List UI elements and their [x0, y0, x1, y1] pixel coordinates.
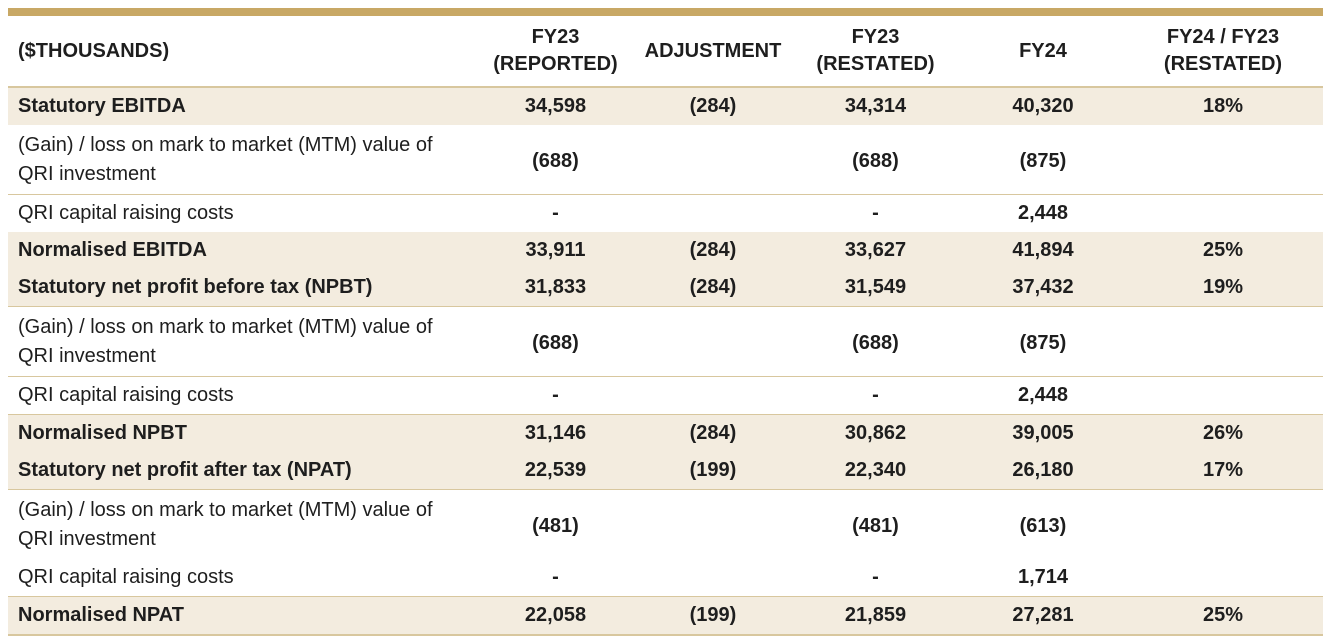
cell-fy24: 1,714 [963, 559, 1123, 597]
cell-change: 18% [1123, 87, 1323, 125]
cell-fy24: 39,005 [963, 414, 1123, 452]
table-row: QRI capital raising costs - - 1,714 [8, 559, 1323, 597]
row-label: QRI capital raising costs [8, 376, 473, 415]
table-row: Statutory EBITDA 34,598 (284) 34,314 40,… [8, 87, 1323, 125]
cell-change: 17% [1123, 452, 1323, 490]
cell-change: 19% [1123, 269, 1323, 307]
cell-change [1123, 195, 1323, 233]
header-fy23-reported: FY23 (REPORTED) [473, 16, 638, 88]
cell-fy23-restated: 33,627 [788, 232, 963, 269]
cell-fy24: 27,281 [963, 596, 1123, 636]
cell-change [1123, 306, 1323, 377]
cell-fy23-reported: (688) [473, 125, 638, 195]
cell-fy24: 2,448 [963, 376, 1123, 415]
row-label: Normalised EBITDA [8, 232, 473, 269]
table-row: Normalised EBITDA 33,911 (284) 33,627 41… [8, 232, 1323, 269]
row-label: QRI capital raising costs [8, 559, 473, 597]
row-label: Statutory net profit after tax (NPAT) [8, 452, 473, 490]
cell-fy23-restated: 21,859 [788, 596, 963, 636]
row-label: (Gain) / loss on mark to market (MTM) va… [8, 306, 473, 377]
cell-fy23-restated: 30,862 [788, 414, 963, 452]
cell-fy23-restated: 22,340 [788, 452, 963, 490]
cell-adjustment [638, 306, 788, 377]
table-row: (Gain) / loss on mark to market (MTM) va… [8, 125, 1323, 195]
header-fy24-vs-fy23: FY24 / FY23 (RESTATED) [1123, 16, 1323, 88]
table-row: QRI capital raising costs - - 2,448 [8, 195, 1323, 233]
cell-change [1123, 559, 1323, 597]
cell-fy24: (613) [1019, 515, 1067, 537]
table-row: Statutory net profit after tax (NPAT) 22… [8, 452, 1323, 490]
row-label: (Gain) / loss on mark to market (MTM) va… [8, 125, 473, 195]
row-label: Statutory EBITDA [8, 87, 473, 125]
cell-adjustment [638, 125, 788, 195]
cell-change: 25% [1123, 596, 1323, 636]
table-row: Statutory net profit before tax (NPBT) 3… [8, 269, 1323, 307]
cell-adjustment: (284) [638, 87, 788, 125]
header-thousands: ($THOUSANDS) [8, 16, 473, 88]
row-label: QRI capital raising costs [18, 202, 234, 224]
table-row: (Gain) / loss on mark to market (MTM) va… [8, 490, 1323, 560]
table-row: (Gain) / loss on mark to market (MTM) va… [8, 306, 1323, 377]
cell-fy24: 37,432 [963, 269, 1123, 307]
cell-fy23-restated: - [788, 376, 963, 415]
top-gold-rule [8, 8, 1323, 16]
cell-fy23-reported: 22,058 [473, 596, 638, 636]
table-row: Normalised NPAT 22,058 (199) 21,859 27,2… [8, 596, 1323, 636]
cell-adjustment: (284) [638, 232, 788, 269]
cell-fy23-reported: 33,911 [473, 232, 638, 269]
header-fy24: FY24 [963, 16, 1123, 88]
financial-table: ($THOUSANDS) FY23 (REPORTED) ADJUSTMENT F… [8, 16, 1323, 636]
cell-fy23-restated: - [788, 559, 963, 597]
table-row: QRI capital raising costs - - 2,448 [8, 376, 1323, 415]
header-adjustment: ADJUSTMENT [638, 16, 788, 88]
cell-adjustment [638, 490, 788, 560]
cell-adjustment: (284) [638, 269, 788, 307]
cell-fy24: 26,180 [963, 452, 1123, 490]
cell-fy24: (875) [963, 306, 1123, 377]
cell-change [1123, 125, 1323, 195]
cell-adjustment [638, 376, 788, 415]
cell-fy23-reported: (481) [532, 515, 579, 537]
table-row: Normalised NPBT 31,146 (284) 30,862 39,0… [8, 414, 1323, 452]
cell-fy24: (875) [963, 125, 1123, 195]
cell-fy24: 41,894 [963, 232, 1123, 269]
cell-fy23-restated: - [872, 202, 879, 224]
cell-fy23-reported: 31,833 [473, 269, 638, 307]
row-label: Statutory net profit before tax (NPBT) [8, 269, 473, 307]
cell-change [1123, 376, 1323, 415]
cell-adjustment: (199) [638, 452, 788, 490]
cell-fy23-reported: - [473, 559, 638, 597]
header-fy23-restated: FY23 (RESTATED) [788, 16, 963, 88]
cell-fy23-reported: 22,539 [473, 452, 638, 490]
cell-change [1123, 490, 1323, 560]
cell-fy23-restated: (688) [788, 125, 963, 195]
cell-adjustment: (284) [638, 414, 788, 452]
cell-adjustment [638, 195, 788, 233]
cell-fy24: 40,320 [963, 87, 1123, 125]
row-label: Normalised NPBT [8, 414, 473, 452]
cell-change: 25% [1123, 232, 1323, 269]
cell-fy23-reported: - [552, 202, 559, 224]
header-row: ($THOUSANDS) FY23 (REPORTED) ADJUSTMENT F… [8, 16, 1323, 88]
row-label: Normalised NPAT [8, 596, 473, 636]
cell-fy23-restated: (688) [788, 306, 963, 377]
cell-fy23-reported: - [473, 376, 638, 415]
cell-fy23-restated: 31,549 [788, 269, 963, 307]
cell-fy23-reported: (688) [473, 306, 638, 377]
cell-adjustment: (199) [638, 596, 788, 636]
cell-change: 26% [1123, 414, 1323, 452]
row-label: (Gain) / loss on mark to market (MTM) va… [18, 498, 433, 550]
cell-fy24: 2,448 [1017, 202, 1069, 224]
cell-fy23-reported: 34,598 [473, 87, 638, 125]
cell-fy23-reported: 31,146 [473, 414, 638, 452]
cell-fy23-restated: 34,314 [788, 87, 963, 125]
cell-fy23-restated: (481) [852, 515, 899, 537]
cell-adjustment [638, 559, 788, 597]
